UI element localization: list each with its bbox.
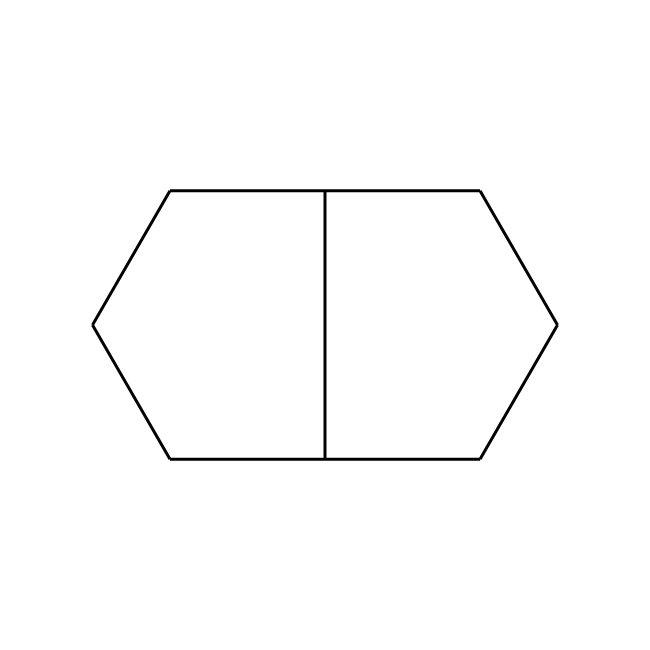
bond-path — [93, 191, 558, 459]
structure-canvas — [0, 0, 650, 650]
structure-svg — [0, 0, 650, 650]
